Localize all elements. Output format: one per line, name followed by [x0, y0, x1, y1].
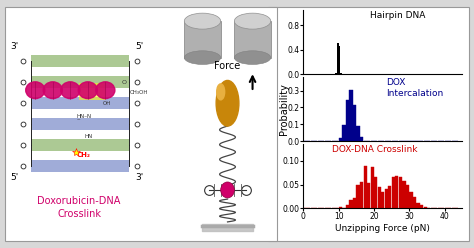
- Ellipse shape: [184, 51, 221, 64]
- Bar: [356, 126, 360, 141]
- Bar: [337, 43, 338, 74]
- Text: DOX-DNA Crosslink: DOX-DNA Crosslink: [332, 146, 418, 155]
- Bar: [360, 137, 363, 141]
- Circle shape: [78, 82, 97, 99]
- Bar: [410, 192, 412, 208]
- FancyBboxPatch shape: [31, 55, 129, 67]
- Bar: [360, 182, 363, 208]
- Bar: [349, 200, 353, 208]
- Text: DOX
Intercalation: DOX Intercalation: [386, 78, 443, 98]
- Text: Force: Force: [214, 61, 240, 71]
- Bar: [367, 183, 370, 208]
- Circle shape: [61, 82, 80, 99]
- Bar: [353, 105, 356, 141]
- Text: Probability: Probability: [279, 83, 290, 135]
- Bar: [346, 100, 349, 141]
- X-axis label: Unzipping Force (pN): Unzipping Force (pN): [335, 224, 430, 233]
- Bar: [399, 177, 402, 208]
- Bar: [364, 166, 367, 208]
- Bar: [406, 185, 409, 208]
- Circle shape: [217, 84, 225, 100]
- Bar: [395, 176, 399, 208]
- Bar: [340, 73, 342, 74]
- FancyBboxPatch shape: [31, 139, 129, 151]
- Circle shape: [96, 82, 115, 99]
- Bar: [392, 177, 395, 208]
- Bar: [402, 181, 406, 208]
- Circle shape: [216, 80, 239, 126]
- Bar: [420, 205, 423, 208]
- Bar: [417, 203, 419, 208]
- Text: HN: HN: [84, 134, 92, 139]
- Text: 5': 5': [135, 42, 143, 51]
- Bar: [385, 189, 388, 208]
- FancyBboxPatch shape: [234, 21, 271, 58]
- Text: Doxorubicin-DNA
Crosslink: Doxorubicin-DNA Crosslink: [37, 196, 121, 219]
- Bar: [381, 192, 384, 208]
- Circle shape: [43, 82, 63, 99]
- FancyBboxPatch shape: [79, 83, 106, 99]
- Bar: [423, 207, 427, 208]
- Ellipse shape: [234, 13, 271, 29]
- Bar: [356, 185, 360, 208]
- Ellipse shape: [234, 51, 271, 64]
- Bar: [388, 186, 392, 208]
- FancyBboxPatch shape: [184, 21, 221, 58]
- Bar: [413, 197, 416, 208]
- Text: Hairpin DNA: Hairpin DNA: [370, 11, 426, 20]
- Ellipse shape: [221, 182, 234, 198]
- Bar: [371, 167, 374, 208]
- Text: O: O: [121, 80, 127, 85]
- Bar: [335, 73, 337, 74]
- Bar: [339, 138, 342, 141]
- Ellipse shape: [184, 13, 221, 29]
- FancyBboxPatch shape: [31, 76, 129, 88]
- Bar: [378, 187, 381, 208]
- Text: 3': 3': [135, 173, 143, 182]
- FancyBboxPatch shape: [31, 118, 129, 130]
- Bar: [374, 177, 377, 208]
- Bar: [346, 205, 349, 208]
- FancyBboxPatch shape: [31, 160, 129, 172]
- Bar: [339, 46, 340, 74]
- Text: CH₃OH: CH₃OH: [129, 90, 148, 95]
- Text: CH₂: CH₂: [76, 152, 91, 158]
- Circle shape: [26, 82, 45, 99]
- Text: H̲N–N: H̲N–N: [76, 113, 91, 119]
- Text: OH: OH: [103, 101, 111, 106]
- Text: 5': 5': [10, 173, 18, 182]
- Bar: [349, 90, 353, 141]
- Text: 3': 3': [10, 42, 18, 51]
- FancyBboxPatch shape: [31, 97, 129, 109]
- Bar: [339, 207, 342, 208]
- Bar: [353, 198, 356, 208]
- Bar: [342, 125, 346, 141]
